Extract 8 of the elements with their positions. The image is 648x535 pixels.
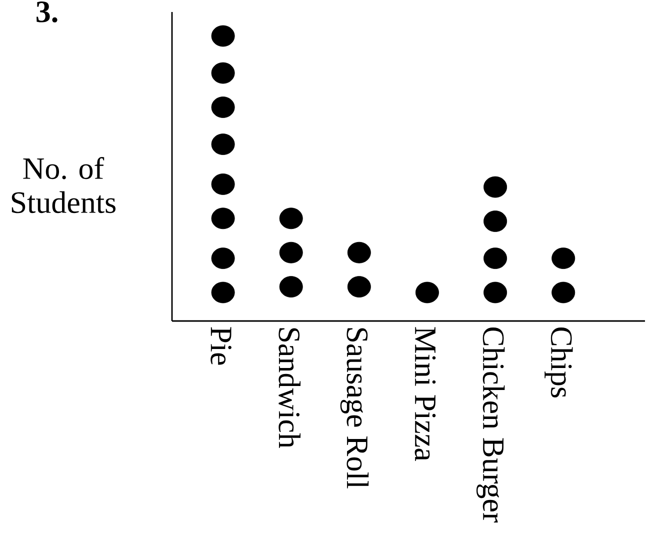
x-tick-label: Pie [210,327,232,365]
x-tick-label: Mini Pizza [414,327,436,461]
x-tick-label: Chips [544,327,573,398]
x-tick-label: Chicken Burger [476,327,505,523]
x-tick-label: Sandwich [278,328,301,448]
text: 3. [36,1,58,22]
x-tick-label: Sausage Roll [340,328,369,488]
y-axis-title: No. of Students [12,156,116,214]
